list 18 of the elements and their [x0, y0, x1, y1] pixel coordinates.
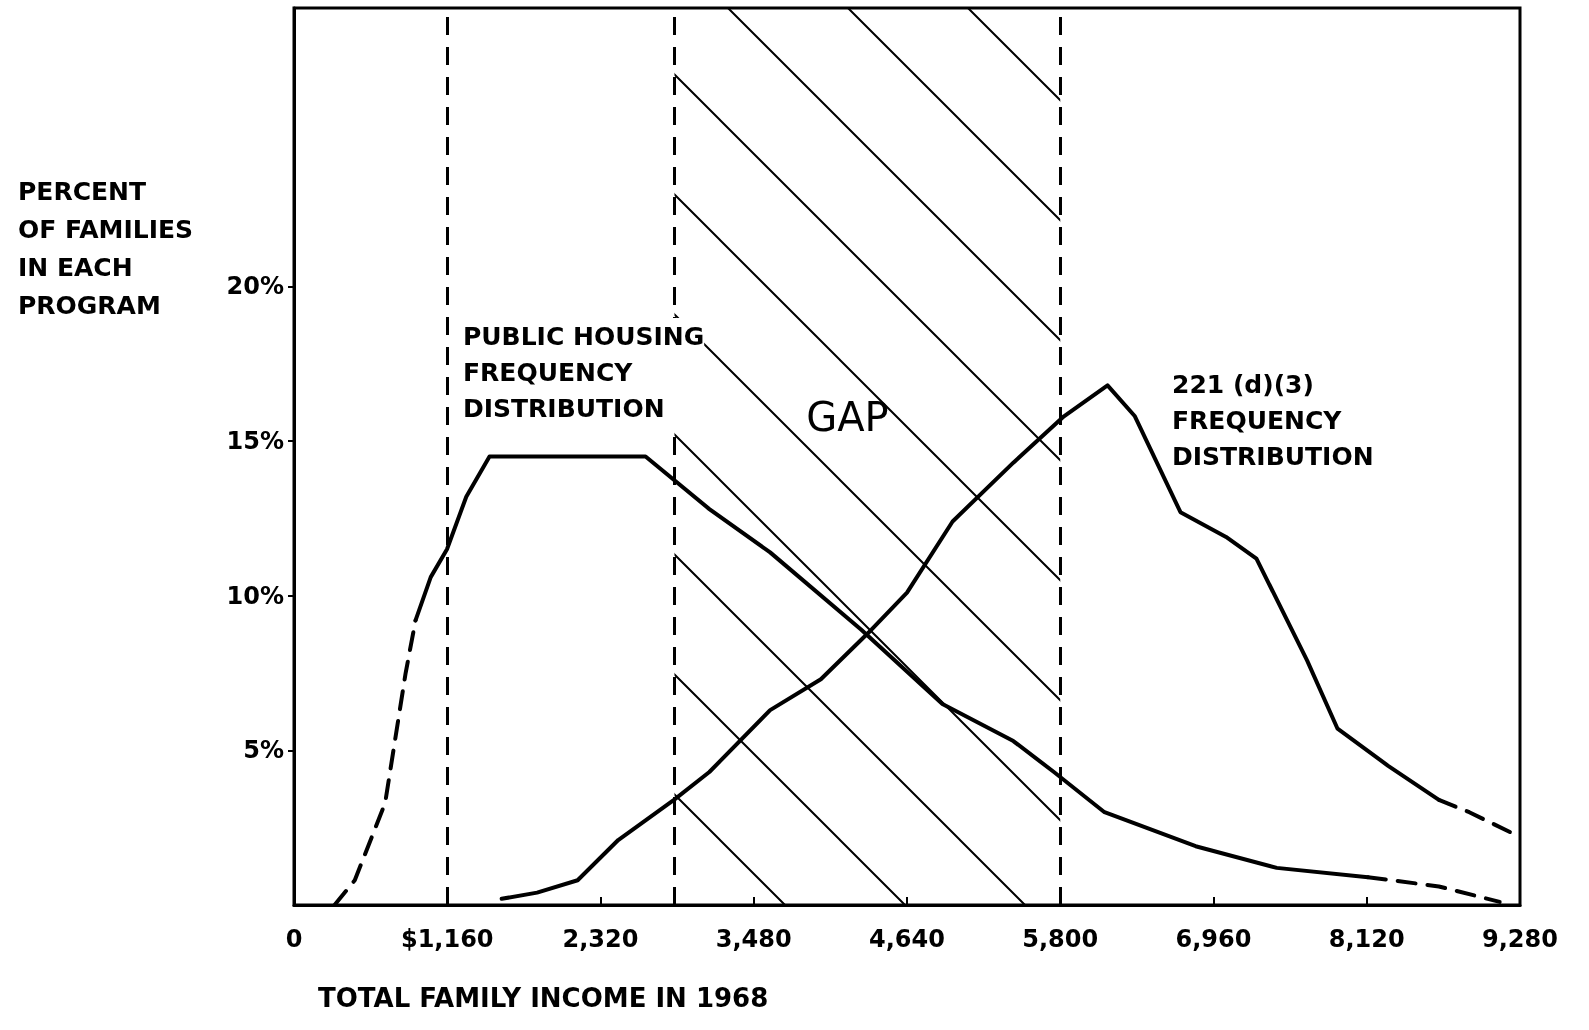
y-tick-label: 5%: [243, 736, 284, 765]
x-tick-label: 0: [285, 925, 303, 953]
y-tick-label: 20%: [226, 272, 284, 301]
x-tick-label: 9,280: [1482, 925, 1558, 953]
x-tick-label: 2,320: [562, 925, 639, 953]
y-tick-label: 15%: [226, 427, 284, 456]
annotation: 221 (d)(3) FREQUENCY DISTRIBUTION: [1172, 369, 1374, 471]
x-tick-label: $1,160: [400, 925, 494, 953]
x-tick-label: 5,800: [1022, 925, 1099, 953]
annotation: PUBLIC HOUSING FREQUENCY DISTRIBUTION: [463, 321, 705, 423]
x-axis-title: TOTAL FAMILY INCOME IN 1968: [318, 983, 769, 1013]
band-label: GAP: [806, 393, 889, 440]
x-tick-label: 4,640: [869, 925, 945, 953]
y-tick-label: 10%: [226, 581, 284, 610]
x-tick-label: 6,960: [1175, 925, 1252, 953]
x-tick-label: 8,120: [1328, 925, 1405, 953]
x-tick-label: 3,480: [715, 925, 792, 953]
y-axis-title: PERCENT OF FAMILIES IN EACH PROGRAM: [18, 176, 194, 320]
